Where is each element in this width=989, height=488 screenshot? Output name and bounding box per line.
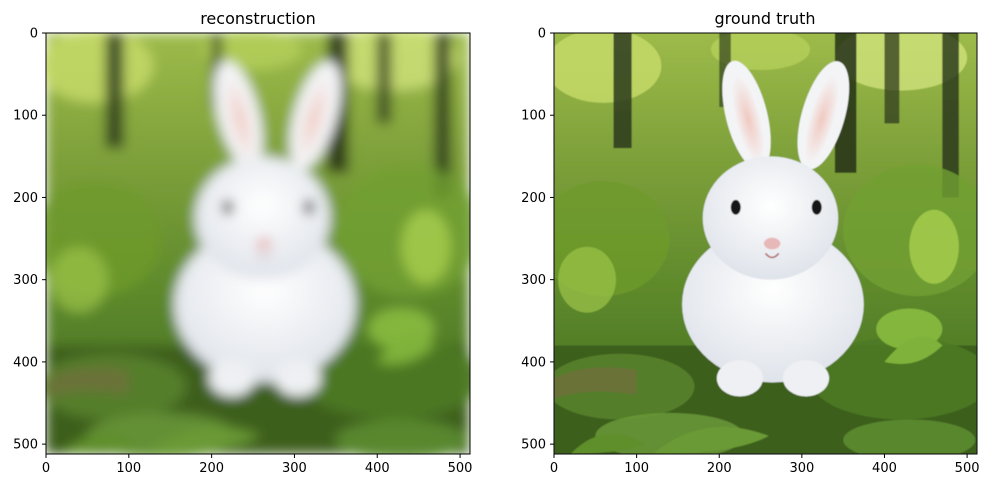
y-tick-label: 0 xyxy=(538,27,546,42)
y-tick-label: 400 xyxy=(13,355,38,370)
y-tick-label: 300 xyxy=(521,273,546,288)
axes-frame-ground-truth xyxy=(553,32,978,455)
x-tick-label: 400 xyxy=(872,461,897,476)
axes-frame-reconstruction xyxy=(45,32,471,455)
x-tick-label: 100 xyxy=(624,461,649,476)
y-tick-label: 0 xyxy=(30,27,38,42)
x-tick-label: 500 xyxy=(955,461,980,476)
title-ground-truth: ground truth xyxy=(714,9,815,28)
y-tick-label: 200 xyxy=(13,191,38,206)
x-tick-label: 200 xyxy=(707,461,732,476)
x-tick-label: 100 xyxy=(116,461,141,476)
x-tick-label: 300 xyxy=(282,461,307,476)
x-tick-label: 200 xyxy=(199,461,224,476)
title-reconstruction: reconstruction xyxy=(200,9,316,28)
x-tick-label: 0 xyxy=(42,461,50,476)
x-tick-label: 300 xyxy=(789,461,814,476)
x-tick-label: 400 xyxy=(365,461,390,476)
panel-reconstruction: reconstruction 0 100 200 300 400 500 0 100 200 30… xyxy=(13,9,472,477)
y-tick-label: 200 xyxy=(521,191,546,206)
x-tick-label: 500 xyxy=(448,461,473,476)
image-reconstruction xyxy=(46,33,470,454)
y-tick-label: 500 xyxy=(521,438,546,453)
panel-ground-truth: ground truth 0 100 200 300 400 500 0 100 200 300 4… xyxy=(521,9,979,477)
y-tick-label: 100 xyxy=(13,109,38,124)
ticks-reconstruction: 0 100 200 300 400 500 0 100 200 300 400 500 xyxy=(13,27,472,477)
y-tick-label: 300 xyxy=(13,273,38,288)
y-tick-label: 500 xyxy=(13,438,38,453)
x-tick-label: 0 xyxy=(550,461,558,476)
ticks-ground-truth: 0 100 200 300 400 500 0 100 200 300 400 500 xyxy=(521,27,979,477)
y-tick-label: 100 xyxy=(521,109,546,124)
image-ground-truth xyxy=(554,33,977,454)
y-tick-label: 400 xyxy=(521,355,546,370)
